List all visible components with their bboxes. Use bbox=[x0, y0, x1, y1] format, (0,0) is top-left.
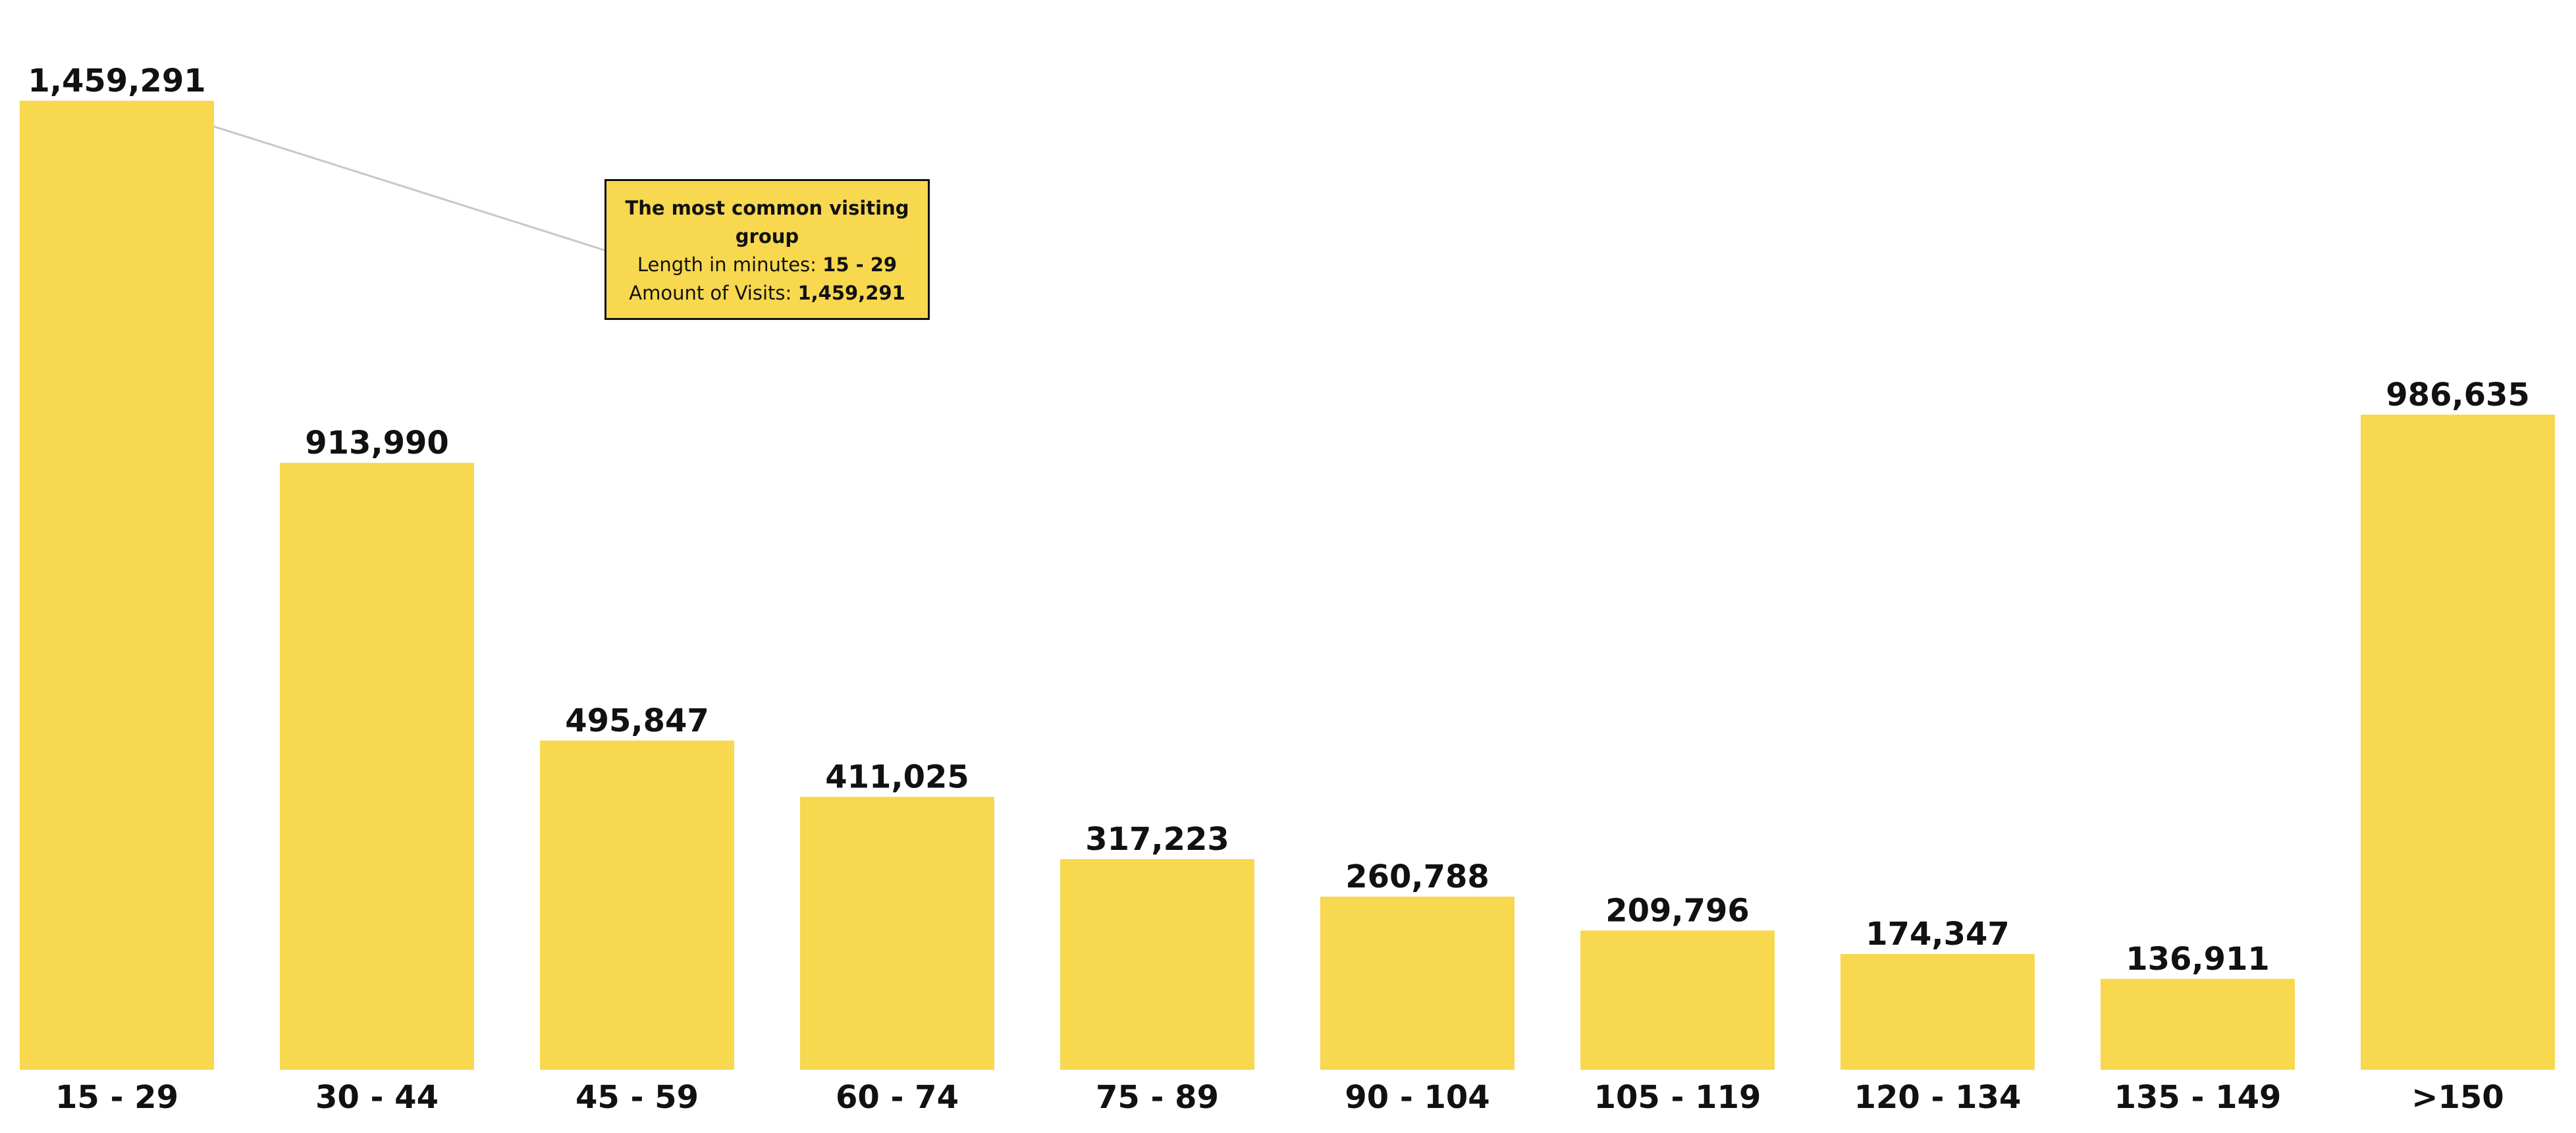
value-label-1: 913,990 bbox=[305, 425, 449, 461]
annotation-length-value: 15 - 29 bbox=[822, 253, 898, 276]
category-label-6: 105 - 119 bbox=[1594, 1079, 1761, 1116]
bar-0[interactable] bbox=[20, 101, 214, 1070]
category-label-0: 15 - 29 bbox=[55, 1079, 178, 1116]
category-label-7: 120 - 134 bbox=[1854, 1079, 2022, 1116]
annotation-visits-value: 1,459,291 bbox=[797, 282, 905, 304]
bars-group bbox=[20, 101, 2555, 1070]
category-label-5: 90 - 104 bbox=[1345, 1079, 1489, 1116]
annotation-leader-line bbox=[136, 101, 605, 251]
value-labels-group: 1,459,291 913,990 495,847 411,025 317,223 260… bbox=[28, 63, 2529, 978]
annotation-visits-row: Amount of Visits: 1,459,291 bbox=[606, 279, 928, 307]
category-label-2: 45 - 59 bbox=[576, 1079, 699, 1116]
bar-1[interactable] bbox=[280, 463, 474, 1070]
category-label-3: 60 - 74 bbox=[836, 1079, 959, 1116]
annotation-length-row: Length in minutes: 15 - 29 bbox=[606, 251, 928, 279]
bar-8[interactable] bbox=[2101, 978, 2295, 1070]
category-label-4: 75 - 89 bbox=[1096, 1079, 1219, 1116]
bar-7[interactable] bbox=[1840, 954, 2035, 1070]
annotation-length-label: Length in minutes: bbox=[637, 253, 817, 276]
value-label-4: 317,223 bbox=[1085, 821, 1229, 858]
annotation-tooltip[interactable]: The most common visiting group Length in… bbox=[604, 179, 930, 320]
category-labels-group: 15 - 29 30 - 44 45 - 59 60 - 74 75 - 89 90 - … bbox=[55, 1079, 2504, 1116]
bar-4[interactable] bbox=[1060, 859, 1254, 1070]
category-label-1: 30 - 44 bbox=[315, 1079, 439, 1116]
annotation-title: The most common visiting group bbox=[625, 197, 909, 248]
value-label-8: 136,911 bbox=[2126, 941, 2270, 978]
bar-6[interactable] bbox=[1580, 930, 1775, 1070]
bar-2[interactable] bbox=[540, 740, 734, 1070]
value-label-2: 495,847 bbox=[565, 702, 709, 739]
value-label-5: 260,788 bbox=[1345, 858, 1489, 895]
category-label-8: 135 - 149 bbox=[2114, 1079, 2282, 1116]
bar-3[interactable] bbox=[800, 797, 994, 1070]
value-label-7: 174,347 bbox=[1865, 916, 2010, 953]
value-label-6: 209,796 bbox=[1605, 892, 1750, 929]
value-label-3: 411,025 bbox=[825, 758, 969, 795]
annotation-visits-label: Amount of Visits: bbox=[629, 282, 792, 304]
value-label-9: 986,635 bbox=[2386, 377, 2530, 413]
value-label-0: 1,459,291 bbox=[28, 63, 205, 99]
category-label-9: >150 bbox=[2411, 1079, 2504, 1116]
bar-9[interactable] bbox=[2361, 414, 2555, 1070]
bar-5[interactable] bbox=[1320, 896, 1515, 1070]
